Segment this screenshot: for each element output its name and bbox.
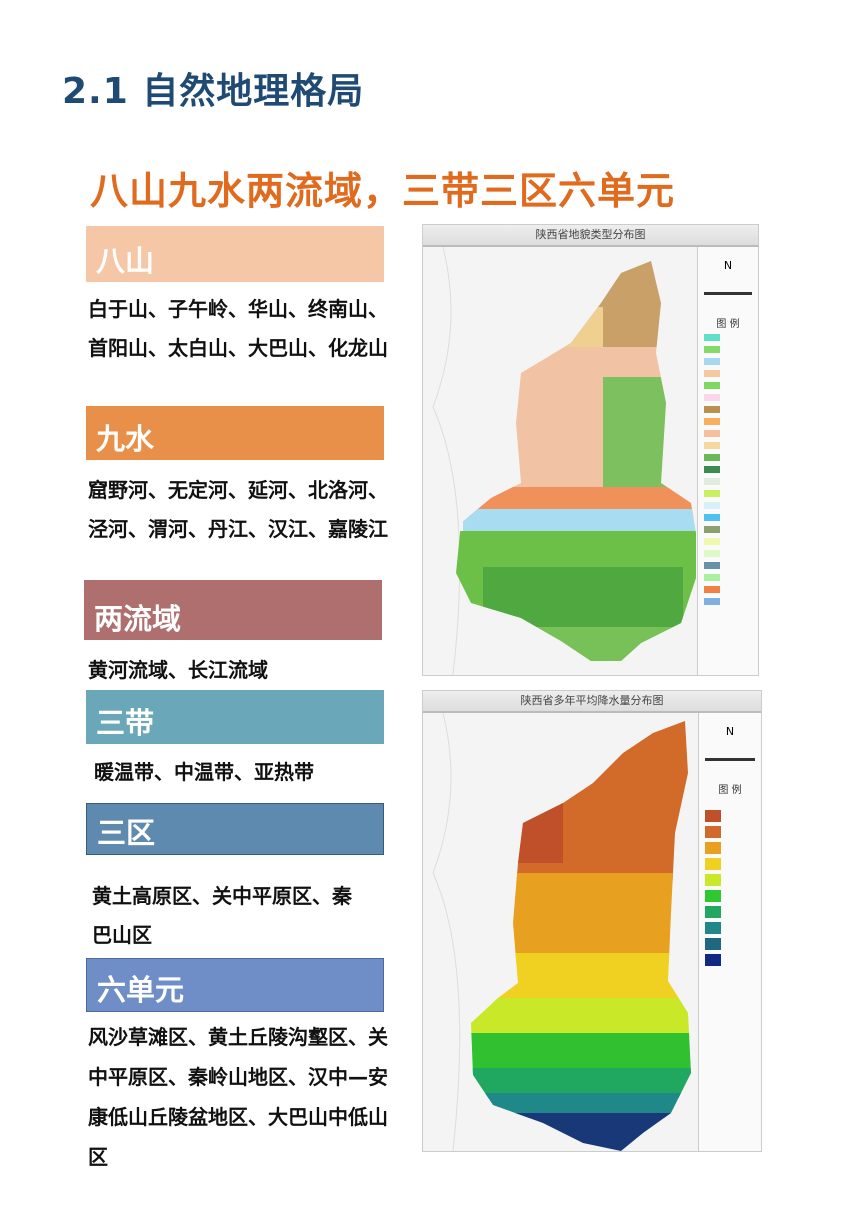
- legend-swatch: [704, 538, 720, 545]
- legend-swatch: [705, 922, 721, 934]
- legend-swatch: [704, 430, 720, 437]
- map-legend: N 图 例: [698, 713, 761, 1151]
- legend-swatch: [704, 370, 720, 377]
- north-arrow-icon: N: [725, 725, 735, 738]
- header-liudanyuan: 六单元: [86, 958, 384, 1012]
- scale-bar: [704, 292, 752, 295]
- legend-swatch: [704, 574, 720, 581]
- legend-swatch: [704, 586, 720, 593]
- legend-swatch: [704, 526, 720, 533]
- legend-swatch: [704, 358, 720, 365]
- legend-swatch: [704, 334, 720, 341]
- map-title: 陕西省地貌类型分布图: [423, 225, 758, 247]
- legend-swatch: [704, 346, 720, 353]
- section-title: 2.1 自然地理格局: [62, 71, 365, 112]
- legend-swatch: [705, 858, 721, 870]
- landform-map: 陕西省地貌类型分布图 N 图 例: [422, 224, 759, 676]
- header-jiushui: 九水: [86, 406, 384, 460]
- legend-swatch: [704, 514, 720, 521]
- legend-swatch: [705, 938, 721, 950]
- scale-bar: [705, 758, 755, 761]
- legend-swatch: [704, 598, 720, 605]
- text-liangliuyu: 黄河流域、长江流域: [88, 658, 268, 682]
- text-jiushui: 窟野河、无定河、延河、北洛河、泾河、渭河、丹江、汉江、嘉陵江: [88, 478, 388, 541]
- legend-swatch: [704, 562, 720, 569]
- text-bashan: 白于山、子午岭、华山、终南山、首阳山、太白山、大巴山、化龙山: [88, 297, 388, 360]
- legend-swatch: [704, 490, 720, 497]
- header-bashan: 八山: [86, 226, 384, 282]
- legend-title: 图 例: [718, 785, 742, 796]
- text-sanqu: 黄土高原区、关中平原区、秦巴山区: [92, 884, 352, 947]
- legend-swatch: [704, 454, 720, 461]
- landform-map-image: [432, 247, 696, 675]
- header-sanqu: 三区: [86, 803, 384, 855]
- legend-swatch: [705, 890, 721, 902]
- legend-swatch: [704, 406, 720, 413]
- legend-swatch: [704, 478, 720, 485]
- map-legend: N 图 例: [697, 247, 758, 675]
- text-liudanyuan: 风沙草滩区、黄土丘陵沟壑区、关中平原区、秦岭山地区、汉中—安康低山丘陵盆地区、大…: [88, 1025, 388, 1169]
- legend-swatch: [705, 954, 721, 966]
- legend-swatch: [705, 874, 721, 886]
- map-title: 陕西省多年平均降水量分布图: [423, 691, 761, 713]
- legend-swatch: [705, 906, 721, 918]
- legend-swatches: [698, 334, 758, 605]
- legend-swatch: [704, 394, 720, 401]
- legend-swatch: [704, 418, 720, 425]
- legend-swatch: [704, 442, 720, 449]
- text-sandai: 暖温带、中温带、亚热带: [94, 760, 314, 784]
- legend-swatch: [704, 382, 720, 389]
- legend-swatches: [699, 810, 761, 966]
- legend-swatch: [704, 466, 720, 473]
- legend-swatch: [704, 550, 720, 557]
- legend-title: 图 例: [716, 319, 740, 330]
- precipitation-map-image: [432, 713, 691, 1151]
- precipitation-map: 陕西省多年平均降水量分布图 N 图 例: [422, 690, 762, 1152]
- legend-swatch: [705, 810, 721, 822]
- header-liangliuyu: 两流域: [84, 580, 382, 640]
- header-sandai: 三带: [86, 690, 384, 744]
- north-arrow-icon: N: [723, 259, 733, 272]
- legend-swatch: [705, 826, 721, 838]
- legend-swatch: [704, 502, 720, 509]
- subtitle: 八山九水两流域，三带三区六单元: [90, 169, 676, 213]
- legend-swatch: [705, 842, 721, 854]
